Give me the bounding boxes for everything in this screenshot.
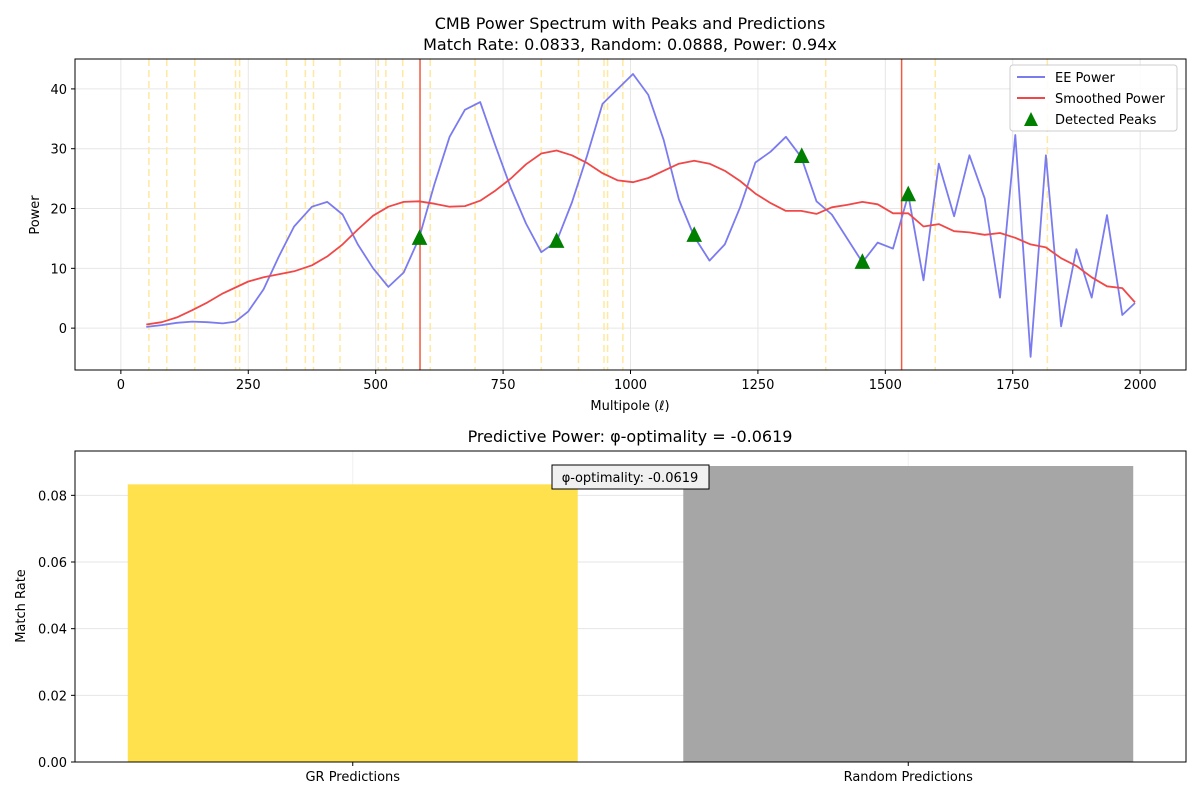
bars xyxy=(127,466,1134,762)
spectrum-x-ticks: 0 250 500 750 1000 1250 1500 1750 2000 xyxy=(117,370,1157,393)
category-label: GR Predictions xyxy=(305,770,400,785)
smoothed-power-line xyxy=(146,149,1136,326)
predictive-power-chart: Predictive Power: φ-optimality = -0.0619… xyxy=(14,427,1187,785)
peak-marker xyxy=(686,226,703,242)
bar-plot-frame xyxy=(74,450,1187,763)
bar-y-ticks: 0.00 0.02 0.04 0.06 0.08 xyxy=(38,489,75,771)
y-tick-label: 0.08 xyxy=(38,489,67,504)
bar-chart-title: Predictive Power: φ-optimality = -0.0619 xyxy=(468,427,793,446)
x-tick-label: 1750 xyxy=(996,378,1029,393)
spectrum-x-label: Multipole (ℓ) xyxy=(590,399,669,414)
y-tick-label: 0 xyxy=(59,322,67,337)
y-tick-label: 0.04 xyxy=(38,623,67,638)
x-tick-label: 1500 xyxy=(869,378,902,393)
peak-marker xyxy=(900,185,917,202)
ee-power-line xyxy=(146,73,1136,358)
x-tick-label: 250 xyxy=(236,378,261,393)
peak-marker xyxy=(793,147,810,163)
spectrum-title: CMB Power Spectrum with Peaks and Predic… xyxy=(435,14,826,33)
legend-ee-label: EE Power xyxy=(1055,71,1116,86)
spectrum-y-ticks: 0 10 20 30 40 xyxy=(50,83,75,337)
y-tick-label: 30 xyxy=(50,143,67,158)
legend-smoothed-label: Smoothed Power xyxy=(1055,92,1166,107)
bar-y-label: Match Rate xyxy=(14,569,29,643)
x-tick-label: 1000 xyxy=(614,378,647,393)
prediction-lines xyxy=(148,59,1049,370)
x-tick-label: 1250 xyxy=(741,378,774,393)
x-tick-label: 0 xyxy=(117,378,125,393)
y-tick-label: 0.00 xyxy=(38,756,67,771)
peak-marker xyxy=(548,232,565,248)
spectrum-subtitle: Match Rate: 0.0833, Random: 0.0888, Powe… xyxy=(423,35,837,54)
spectrum-y-label: Power xyxy=(28,195,43,235)
bar-x-ticks: GR Predictions Random Predictions xyxy=(305,762,973,785)
legend-peak-marker xyxy=(1024,112,1038,126)
x-tick-label: 750 xyxy=(491,378,516,393)
legend: EE Power Smoothed Power Detected Peaks xyxy=(1009,64,1178,132)
spectrum-chart: CMB Power Spectrum with Peaks and Predic… xyxy=(28,14,1187,414)
phi-annotation-text: φ-optimality: -0.0619 xyxy=(562,471,699,486)
category-label: Random Predictions xyxy=(844,770,974,785)
spectrum-grid xyxy=(75,59,1186,370)
legend-box xyxy=(1009,64,1178,132)
y-tick-label: 0.06 xyxy=(38,556,67,571)
detected-peaks xyxy=(411,147,917,269)
y-tick-label: 0.02 xyxy=(38,689,67,704)
phi-annotation-box xyxy=(551,464,710,490)
y-tick-label: 20 xyxy=(50,203,67,218)
x-tick-label: 500 xyxy=(363,378,388,393)
bar-gr-predictions xyxy=(127,484,578,762)
y-tick-label: 40 xyxy=(50,83,67,98)
spectrum-series xyxy=(146,73,1136,358)
legend-peaks-label: Detected Peaks xyxy=(1055,113,1157,128)
phi-annotation: φ-optimality: -0.0619 xyxy=(551,464,710,490)
peak-marker xyxy=(854,253,871,269)
x-tick-label: 2000 xyxy=(1124,378,1157,393)
y-tick-label: 10 xyxy=(50,262,67,277)
bar-random-predictions xyxy=(683,466,1134,762)
peak-marker xyxy=(411,229,428,245)
